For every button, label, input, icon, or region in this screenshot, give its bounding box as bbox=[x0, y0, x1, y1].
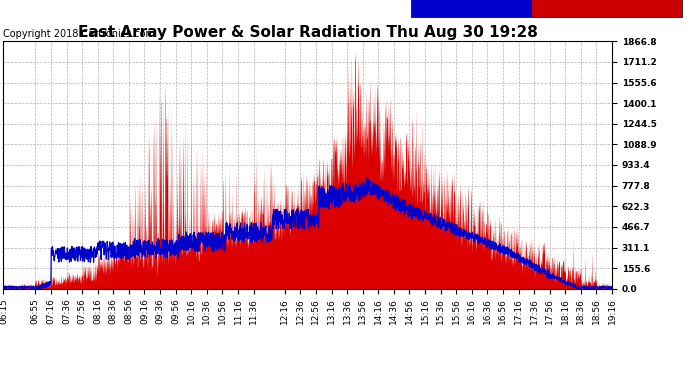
Text: Copyright 2018 Cartronics.com: Copyright 2018 Cartronics.com bbox=[3, 29, 155, 39]
Text: East Array (DC Watts): East Array (DC Watts) bbox=[533, 2, 644, 11]
Text: Radiation (w/m2): Radiation (w/m2) bbox=[412, 2, 500, 11]
Title: East Array Power & Solar Radiation Thu Aug 30 19:28: East Array Power & Solar Radiation Thu A… bbox=[78, 25, 538, 40]
